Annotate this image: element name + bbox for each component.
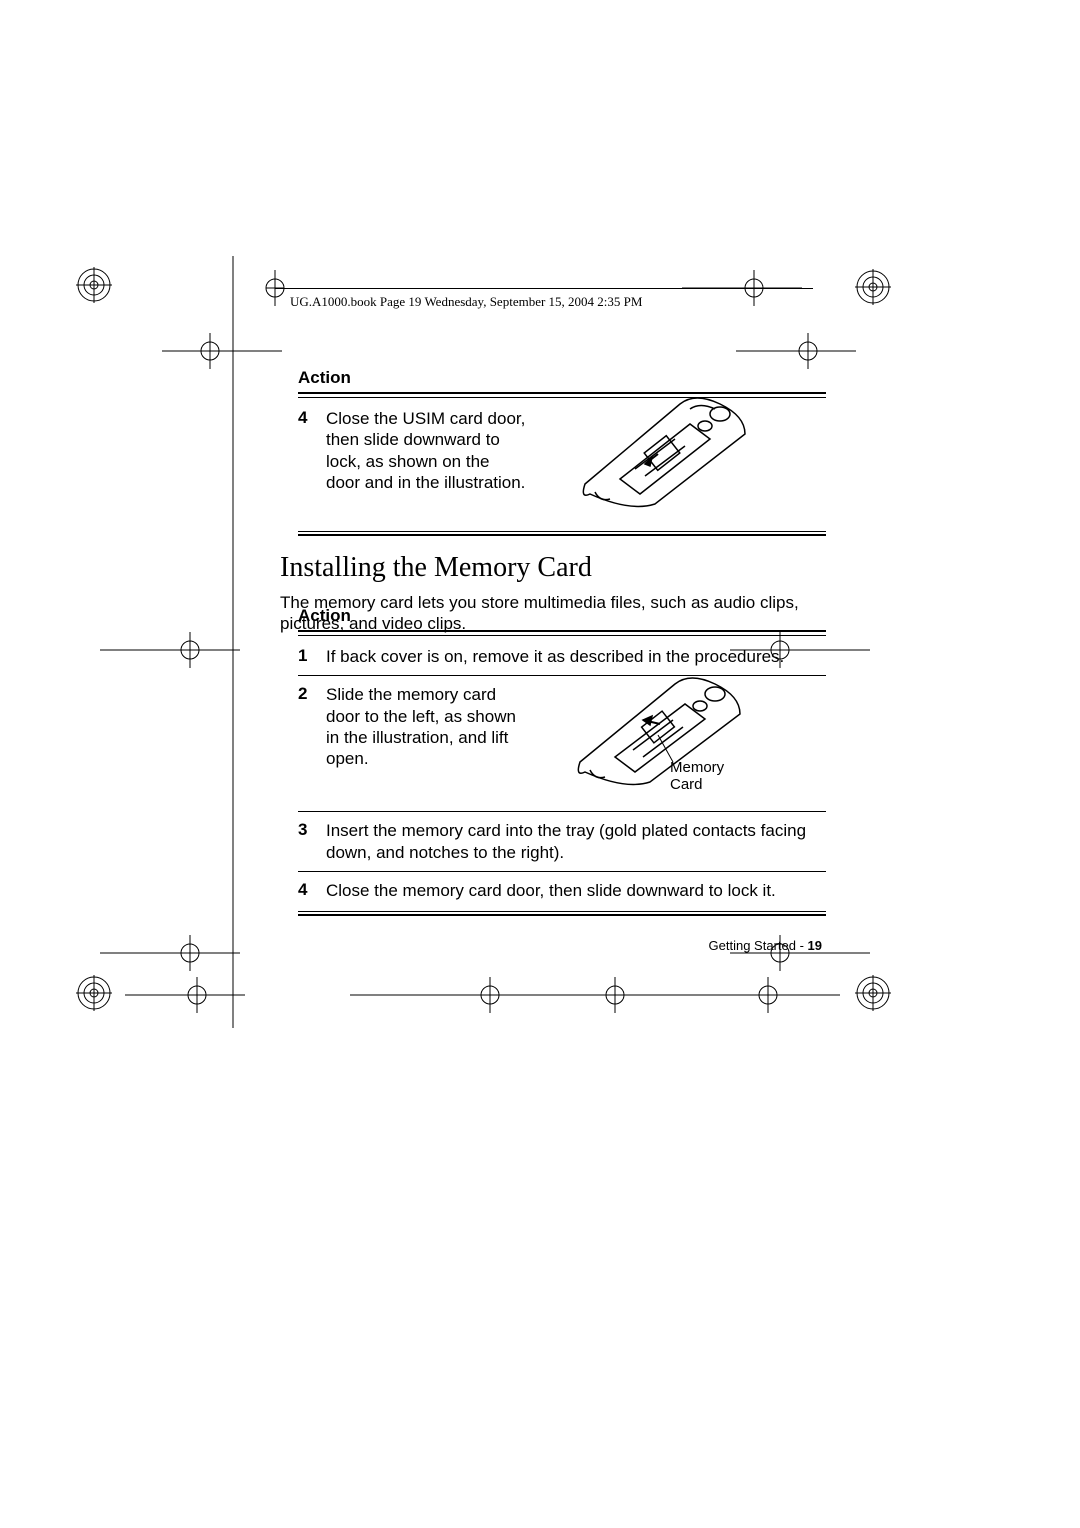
step-number: 4 [298,880,326,900]
crosshair [125,977,245,1013]
action-heading: Action [298,606,826,626]
step-row: 4 Close the memory card door, then slide… [298,872,826,909]
illustration-memory-card [555,662,765,792]
step-number: 3 [298,820,326,840]
section-title: Installing the Memory Card [280,552,825,584]
reg-mark-bot-left [76,975,112,1011]
illustration-label: Card [670,776,703,793]
crosshair [350,977,730,1013]
reg-mark-top-right [855,269,891,305]
crosshair [720,977,840,1013]
rule [298,630,826,632]
step-text: Close the USIM card door, then slide dow… [326,408,526,493]
step-text: Insert the memory card into the tray (go… [326,820,826,863]
header-rule [275,288,813,289]
step-number: 1 [298,646,326,666]
crosshair [162,333,282,369]
rule [298,635,826,636]
step-number: 4 [298,408,326,428]
footer-page: 19 [808,938,822,953]
rule [298,911,826,912]
step-row: 3 Insert the memory card into the tray (… [298,812,826,871]
crosshair [100,632,240,668]
step-number: 2 [298,684,326,704]
step-text: Close the memory card door, then slide d… [326,880,826,901]
doc-header: UG.A1000.book Page 19 Wednesday, Septemb… [290,294,642,310]
crosshair [736,333,856,369]
illustration-usim [560,384,760,514]
rule [298,914,826,916]
page-footer: Getting Started - 19 [709,938,822,953]
reg-mark-bot-right [855,975,891,1011]
illustration-label: Memory [670,759,724,776]
vline [232,256,234,1028]
step-text: Slide the memory card door to the left, … [326,684,526,769]
reg-mark-top-left [76,267,112,303]
crosshair [100,935,240,971]
footer-section: Getting Started - [709,938,808,953]
